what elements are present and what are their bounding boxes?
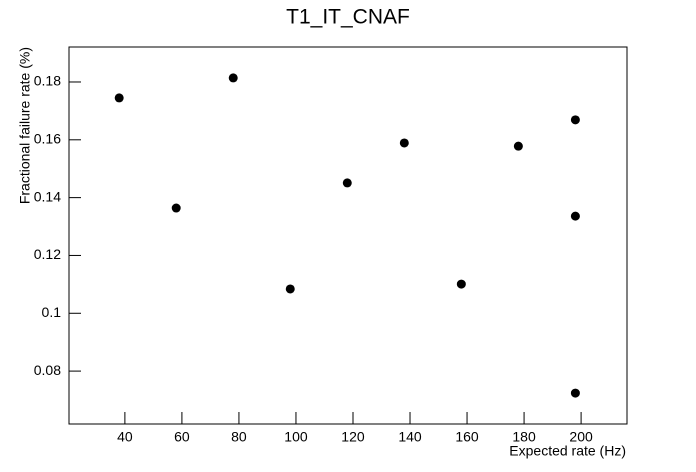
- y-tick-label: 0.16: [34, 131, 61, 147]
- x-tick-label: 160: [455, 429, 479, 445]
- point: [285, 284, 295, 294]
- y-tick-label: 0.08: [34, 362, 61, 378]
- x-tick-label: 200: [569, 429, 593, 445]
- point: [399, 138, 409, 148]
- y-tick-label: 0.1: [42, 304, 62, 320]
- plot-frame: [68, 46, 628, 425]
- point: [228, 73, 238, 83]
- x-tick-label: 120: [341, 429, 365, 445]
- point: [456, 279, 466, 289]
- x-tick-label: 100: [284, 429, 308, 445]
- y-axis-label: Fractional failure rate (%): [17, 47, 33, 204]
- point: [114, 93, 124, 103]
- y-tick-label: 0.18: [34, 73, 61, 89]
- x-tick-label: 60: [174, 429, 190, 445]
- point: [171, 203, 181, 213]
- chart-title: T1_IT_CNAF: [286, 6, 410, 29]
- x-tick-label: 140: [398, 429, 422, 445]
- point: [570, 388, 580, 398]
- x-tick-label: 40: [117, 429, 133, 445]
- y-tick-label: 0.12: [34, 246, 61, 262]
- y-tick-label: 0.14: [34, 188, 61, 204]
- x-axis-label: Expected rate (Hz): [509, 443, 626, 459]
- point: [570, 211, 580, 221]
- x-tick-label: 180: [512, 429, 536, 445]
- x-tick-label: 80: [231, 429, 247, 445]
- point: [570, 115, 580, 125]
- point: [513, 141, 523, 151]
- point: [342, 178, 352, 188]
